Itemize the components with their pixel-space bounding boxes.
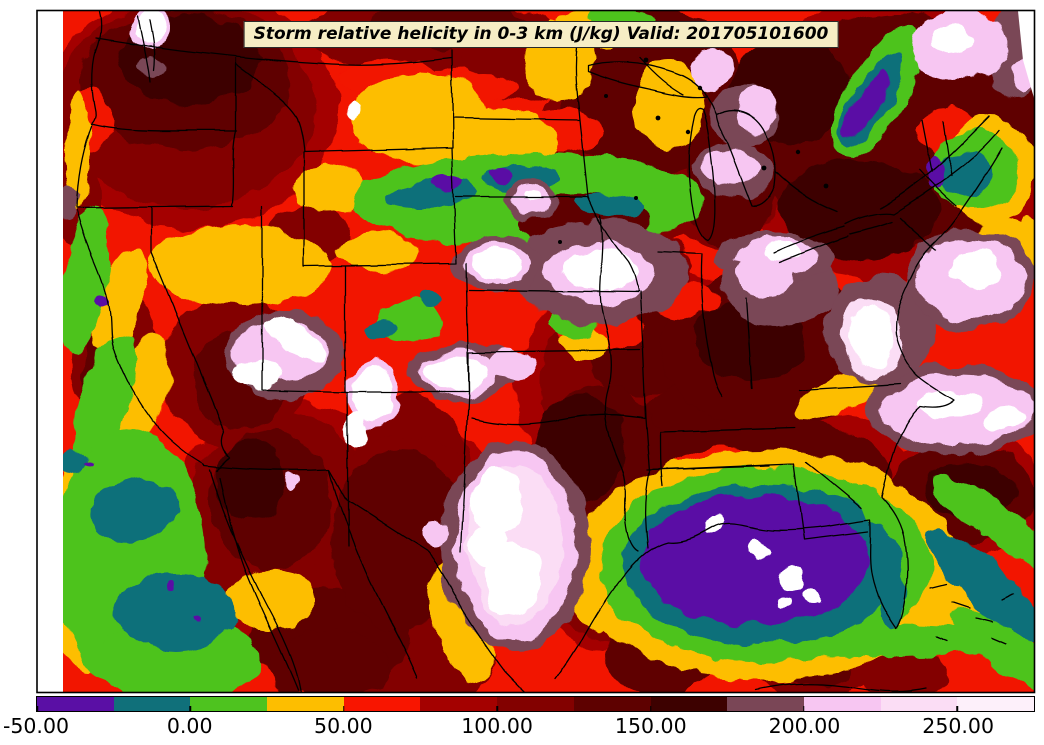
colorbar-tick-label: 150.00 [614, 714, 687, 738]
washington-white-spot [135, 13, 165, 43]
colorbar-segment [113, 697, 191, 711]
colorbar-tick-label: 0.00 [166, 714, 213, 738]
utah-white-blob [264, 315, 326, 361]
colorbar-tick-label: 200.00 [768, 714, 841, 738]
colorbar-segment [343, 697, 421, 711]
colorado-kansas-white-blob [424, 354, 488, 390]
colorbar-segment [497, 697, 574, 711]
colorbar-tick-mark [803, 706, 805, 711]
colorbar-tick-mark [956, 706, 959, 711]
iowa-white-blob [562, 250, 638, 290]
colorbar-segment [650, 697, 728, 711]
colorbar-tick-label: 50.00 [314, 714, 373, 738]
colorbar-segment [727, 697, 804, 711]
colorbar-segment [957, 697, 1034, 711]
colorbar-tick-label: -50.00 [2, 714, 70, 738]
colorbar-tick-mark [189, 706, 192, 711]
nebraska-white-blob [473, 249, 521, 279]
colorbar-tick-mark [343, 706, 345, 711]
colorbar-segment [37, 697, 114, 711]
contour-layer-pink-white [130, 11, 1034, 640]
state-borders [76, 11, 1015, 692]
colorbar-segment [190, 697, 268, 711]
colorbar-tick-label: 250.00 [922, 714, 995, 738]
colorbar-tick-mark [496, 706, 498, 711]
colorbar-tick-label: 100.00 [461, 714, 533, 738]
map-title: Storm relative helicity in 0-3 km (J/kg)… [243, 21, 839, 48]
gulf-white-spot [783, 568, 807, 588]
map-title-text: Storm relative helicity in 0-3 km (J/kg)… [253, 24, 829, 44]
colorbar-segment [803, 697, 881, 711]
plot-frame [36, 9, 1036, 694]
colorbar [36, 696, 1035, 712]
map-left-margin [38, 11, 63, 692]
colorbar-segment [420, 697, 498, 711]
colorbar-tick-mark [649, 706, 652, 711]
colorbar-segment [573, 697, 651, 711]
colorbar-segment [880, 697, 958, 711]
colorbar-segment [267, 697, 344, 711]
map-topright-margin [1018, 11, 1034, 98]
colorbar-tick-mark [36, 706, 38, 711]
colorbar-labels: -50.00 0.00 50.00 100.00 150.00 200.00 250.00 [3, 714, 1035, 740]
